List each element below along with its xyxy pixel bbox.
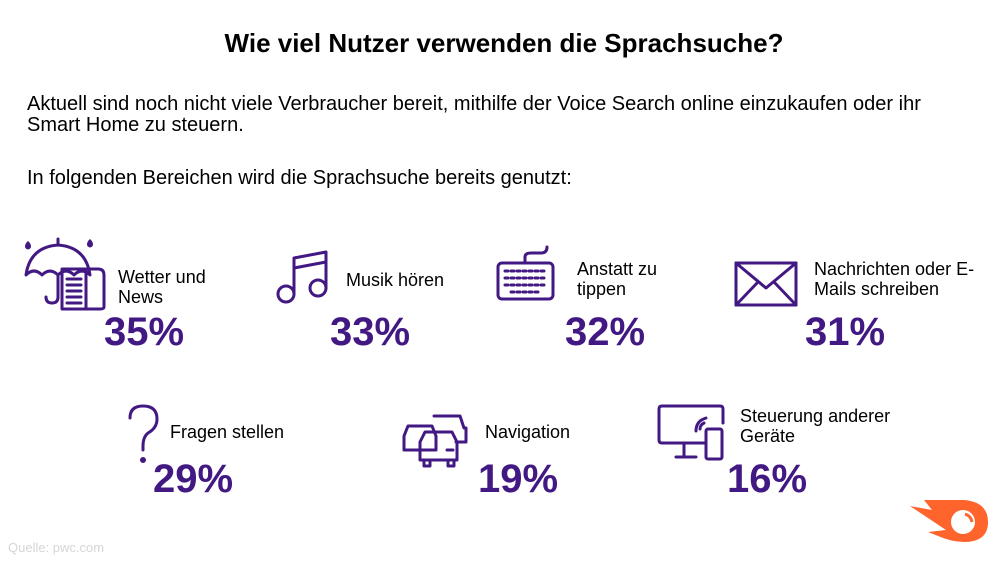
umbrella-newspaper-icon — [24, 237, 106, 311]
subheading: In folgenden Bereichen wird die Sprachsu… — [27, 167, 572, 189]
item-label-tippen: Anstatt zu tippen — [577, 259, 658, 299]
item-label-fragen: Fragen stellen — [170, 422, 285, 442]
item-value-navigation: 19% — [478, 457, 559, 501]
item-value-musik: 33% — [330, 310, 411, 354]
item-label-musik: Musik hören — [346, 270, 445, 290]
source-text: Quelle: pwc.com — [8, 540, 105, 555]
item-value-fragen: 29% — [153, 457, 234, 501]
question-mark-icon — [128, 404, 159, 463]
intro-text: Aktuell sind noch nicht viele Verbrauche… — [27, 93, 921, 136]
page-title: Wie viel Nutzer verwenden die Sprachsuch… — [224, 28, 784, 58]
envelope-icon — [734, 261, 798, 307]
item-value-steuerung: 16% — [727, 457, 808, 501]
cars-icon — [402, 414, 468, 468]
item-label-nachrichten: Nachrichten oder E-Mails schreiben — [814, 259, 975, 299]
music-note-icon — [276, 250, 328, 304]
keyboard-icon — [496, 245, 555, 301]
item-value-tippen: 32% — [565, 310, 646, 354]
semrush-logo — [910, 500, 988, 542]
item-value-wetter: 35% — [104, 310, 185, 354]
item-value-nachrichten: 31% — [805, 310, 886, 354]
item-label-steuerung: Steuerung anderer Geräte — [740, 406, 891, 446]
item-label-navigation: Navigation — [485, 422, 571, 442]
item-label-wetter: Wetter und News — [118, 267, 206, 307]
monitor-phone-icon — [657, 404, 725, 461]
